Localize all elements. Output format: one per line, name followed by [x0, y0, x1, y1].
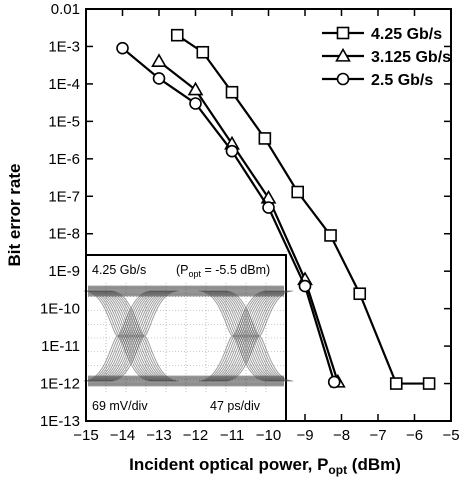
x-tick-label: −7	[369, 427, 386, 444]
data-point	[258, 132, 272, 145]
eye-trace-falling	[209, 290, 278, 382]
legend-marker	[336, 26, 350, 40]
data-point	[187, 81, 204, 96]
eye-trace-falling	[216, 290, 285, 382]
data-point	[225, 144, 239, 158]
y-tick-label: 1E-5	[48, 113, 80, 130]
legend-label: 4.25 Gb/s	[371, 26, 442, 43]
eye-trace-falling	[96, 290, 166, 382]
series-circle	[116, 41, 341, 389]
x-tick-label: −13	[146, 427, 171, 444]
legend-label: 2.5 Gb/s	[371, 72, 433, 89]
eye-trace-falling	[90, 290, 159, 382]
legend: 4.25 Gb/s 3.125 Gb/s 2.5 Gb/s	[322, 26, 451, 89]
eye-trace-falling	[99, 290, 168, 382]
eye-trace-falling	[214, 290, 283, 382]
y-tick-label: 1E-11	[41, 338, 80, 355]
data-point	[353, 287, 367, 301]
y-tick-label: 1E-3	[48, 38, 80, 55]
data-point	[152, 72, 166, 85]
x-tick-label: −12	[183, 427, 208, 444]
eye-trace-falling	[105, 290, 174, 382]
eye-trace-falling	[222, 290, 292, 382]
eye-diagram-inset: 4.25 Gb/s (Popt = -5.5 dBm) 69 mV/div 47…	[83, 254, 294, 422]
plot-frame	[85, 8, 452, 422]
data-point	[298, 279, 312, 293]
data-point	[324, 229, 337, 242]
eye-trace-falling	[203, 290, 272, 382]
x-tick-label: −11	[220, 427, 244, 444]
x-axis-ticks: −15 −14 −13 −12 −11 −10 −9 −8 −7 −6 −5	[73, 9, 460, 444]
legend-marker	[335, 47, 351, 62]
data-point	[196, 45, 210, 59]
series-line	[158, 60, 339, 383]
data-point	[189, 97, 202, 110]
x-tick-label: −5	[442, 427, 459, 444]
y-tick-label: 1E-6	[48, 151, 80, 168]
data-point	[389, 377, 403, 390]
series-square	[170, 28, 436, 390]
y-tick-label: 1E-12	[40, 376, 80, 393]
data-point	[116, 41, 129, 55]
y-tick-label: 1E-8	[48, 226, 80, 243]
x-tick-label: −8	[333, 427, 350, 444]
eye-trace-falling	[198, 290, 267, 382]
y-tick-label: 1E-10	[40, 301, 80, 318]
eye-trace-falling	[101, 290, 170, 382]
eye-trace-falling	[110, 290, 179, 382]
x-tick-label: −15	[73, 427, 98, 444]
eye-trace-falling	[85, 290, 155, 382]
x-tick-label: −10	[256, 427, 281, 444]
y-axis-title: Bit error rate	[5, 164, 24, 267]
eye-trace-falling	[220, 290, 289, 382]
eye-trace-falling	[94, 290, 163, 382]
eye-trace-falling	[211, 290, 281, 382]
inset-time-scale: 47 ps/div	[210, 399, 261, 413]
data-point	[151, 53, 167, 68]
data-point	[291, 185, 305, 199]
data-point	[170, 28, 184, 42]
data-point	[422, 377, 436, 390]
y-tick-label: 1E-9	[48, 263, 80, 280]
legend-marker	[336, 72, 350, 86]
legend-label: 3.125 Gb/s	[371, 49, 451, 66]
y-tick-label: 1E-7	[48, 188, 80, 205]
eye-trace-falling	[107, 290, 177, 382]
data-point	[262, 201, 275, 214]
x-tick-label: −14	[110, 427, 135, 444]
eye-trace-falling	[225, 290, 294, 382]
eye-trace-falling	[200, 290, 270, 382]
eye-trace-falling	[207, 290, 276, 382]
inset-popt-label: (Popt = -5.5 dBm)	[176, 263, 270, 279]
eye-trace-falling	[92, 290, 161, 382]
eye-trace-falling	[103, 290, 172, 382]
inset-voltage-scale: 69 mV/div	[92, 399, 148, 413]
eye-trace-falling	[83, 290, 152, 382]
y-tick-label: 0.01	[51, 1, 80, 18]
series-layer	[116, 28, 436, 390]
y-tick-label: 1E-4	[48, 76, 80, 93]
eye-trace-falling	[205, 290, 274, 382]
x-tick-label: −6	[406, 427, 423, 444]
x-tick-label: −9	[296, 427, 313, 444]
y-tick-label: 1E-13	[40, 413, 80, 430]
data-point	[327, 375, 341, 389]
eye-trace-falling	[88, 290, 157, 382]
data-point	[225, 85, 239, 99]
eye-trace-falling	[218, 290, 287, 382]
eye-traces	[83, 285, 294, 387]
y-axis-ticks: 0.01 1E-3 1E-4 1E-5 1E-6 1E-7 1E-8 1E-9 1E-10 1E-…	[40, 1, 451, 430]
inset-rate-label: 4.25 Gb/s	[92, 263, 146, 277]
x-axis-title: Incident optical power, Popt (dBm)	[129, 455, 401, 477]
